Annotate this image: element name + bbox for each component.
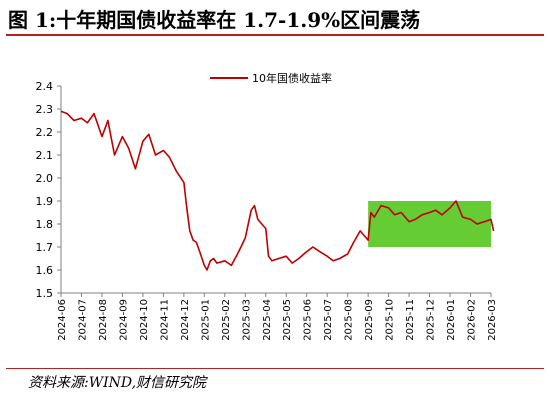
series-group bbox=[60, 110, 495, 271]
x-tick-label: 2024-10 bbox=[139, 299, 150, 341]
x-tick-label: 2025-11 bbox=[405, 299, 416, 341]
x-tick-label: 2024-07 bbox=[77, 299, 88, 341]
line-chart: 1.51.61.71.81.92.02.12.22.32.4 2024-06 20… bbox=[36, 71, 499, 341]
source-note: 资料来源:WIND,财信研究院 bbox=[28, 375, 207, 391]
y-tick-label: 1.9 bbox=[36, 195, 54, 208]
legend: 10年国债收益率 bbox=[210, 71, 332, 85]
y-tick-label: 1.6 bbox=[36, 264, 54, 277]
x-tick-label: 2024-12 bbox=[180, 299, 191, 341]
y-tick-label: 2.0 bbox=[36, 172, 54, 185]
x-tick-label: 2025-07 bbox=[323, 299, 334, 341]
chart-axes bbox=[60, 86, 491, 294]
x-tick-label: 2026-02 bbox=[467, 299, 478, 341]
x-tick-label: 2024-06 bbox=[57, 299, 68, 341]
series-line bbox=[60, 110, 495, 271]
x-tick-label: 2025-09 bbox=[364, 299, 375, 341]
x-tick-label: 2025-08 bbox=[344, 299, 355, 341]
y-tick-label: 1.5 bbox=[36, 287, 54, 300]
x-tick-label: 2025-02 bbox=[221, 299, 232, 341]
y-axis-ticks: 1.5 1.6 1.7 1.8 1.9 2.0 2.1 2.2 2.3 2.4 bbox=[36, 80, 61, 300]
x-tick-label: 2025-06 bbox=[303, 299, 314, 341]
x-tick-label: 2024-08 bbox=[98, 299, 109, 341]
footer-divider bbox=[6, 368, 544, 369]
figure-title: 图 1:十年期国债收益率在 1.7-1.9%区间震荡 bbox=[8, 8, 421, 32]
x-tick-label: 2025-12 bbox=[426, 299, 437, 341]
x-tick-label: 2025-10 bbox=[385, 299, 396, 341]
x-axis-ticks: 2024-06 2024-07 2024-08 2024-09 2024-10 2024-… bbox=[57, 293, 498, 341]
y-tick-label: 2.3 bbox=[36, 103, 54, 116]
x-tick-label: 2024-09 bbox=[118, 299, 129, 341]
x-tick-label: 2025-05 bbox=[282, 299, 293, 341]
y-tick-label: 2.2 bbox=[36, 126, 54, 139]
x-tick-label: 2026-01 bbox=[446, 299, 457, 341]
x-tick-label: 2025-04 bbox=[262, 299, 273, 341]
title-divider bbox=[6, 34, 544, 36]
y-tick-label: 1.7 bbox=[36, 241, 54, 254]
x-tick-label: 2024-11 bbox=[159, 299, 170, 341]
x-tick-label: 2026-03 bbox=[487, 299, 498, 341]
y-tick-label: 1.8 bbox=[36, 218, 54, 231]
y-tick-label: 2.1 bbox=[36, 149, 54, 162]
x-tick-label: 2025-03 bbox=[241, 299, 252, 341]
legend-label: 10年国债收益率 bbox=[252, 71, 332, 85]
x-tick-label: 2025-01 bbox=[200, 299, 211, 341]
y-tick-label: 2.4 bbox=[36, 80, 54, 93]
